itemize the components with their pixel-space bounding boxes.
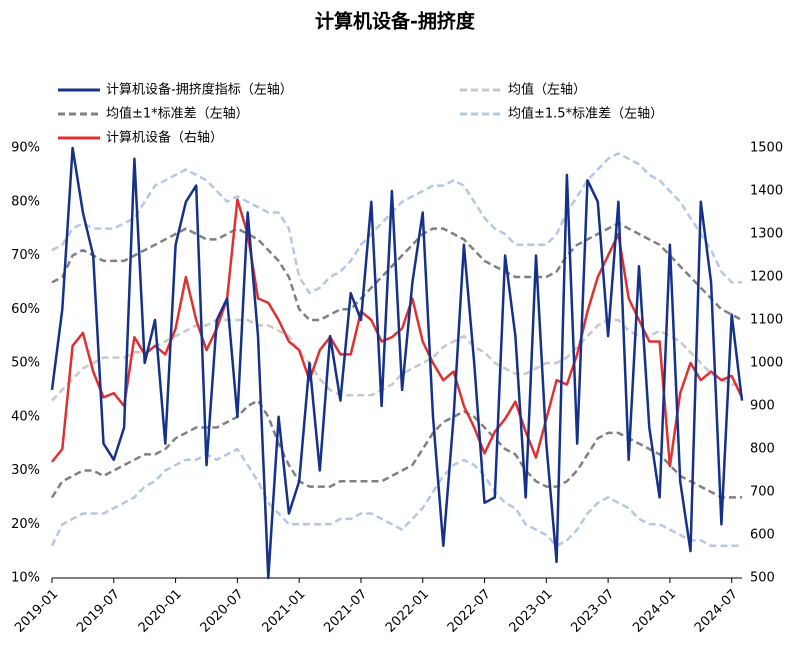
- x-tick-label: 2023-01: [507, 587, 556, 636]
- line: [51, 198, 744, 468]
- legend-label: 均值±1.5*标准差（左轴）: [508, 106, 663, 122]
- y2-tick-label: 1300: [750, 227, 783, 242]
- y2-tick-label: 1100: [750, 313, 783, 328]
- y2-tick-label: 600: [750, 528, 775, 543]
- y2-tick-label: 1500: [750, 141, 783, 156]
- y-tick-label: 90%: [11, 141, 40, 156]
- x-tick-label: 2024-07: [692, 587, 741, 636]
- line: [50, 399, 742, 499]
- legend-label: 均值（左轴）: [508, 82, 586, 98]
- legend-label: 计算机设备-拥挤度指标（左轴）: [106, 82, 293, 98]
- y-tick-label: 80%: [11, 194, 40, 209]
- x-tick-label: 2019-01: [12, 587, 61, 636]
- x-tick-label: 2022-07: [445, 587, 494, 636]
- y2-tick-label: 900: [750, 399, 775, 414]
- line: [50, 146, 744, 580]
- y-tick-label: 30%: [11, 463, 40, 478]
- y-tick-label: 70%: [11, 248, 40, 263]
- line: [51, 152, 742, 295]
- y2-tick-label: 1000: [750, 356, 783, 371]
- y2-tick-label: 1200: [750, 270, 783, 285]
- y-tick-label: 50%: [11, 356, 40, 371]
- y2-tick-label: 500: [750, 571, 775, 586]
- x-tick-label: 2024-01: [630, 587, 679, 636]
- line: [51, 318, 742, 402]
- line: [51, 222, 743, 322]
- x-tick-label: 2021-01: [259, 587, 308, 636]
- y-tick-label: 40%: [11, 409, 40, 424]
- chart-title: 计算机设备-拥挤度: [315, 10, 476, 33]
- y2-tick-label: 700: [750, 485, 775, 500]
- line: [50, 447, 742, 548]
- legend-label: 计算机设备（右轴）: [106, 130, 223, 146]
- y-tick-label: 60%: [11, 302, 40, 317]
- x-tick-label: 2020-07: [198, 587, 247, 636]
- x-tick-label: 2021-07: [321, 587, 370, 636]
- x-tick-label: 2019-07: [74, 587, 123, 636]
- y-tick-label: 10%: [11, 571, 40, 586]
- y2-tick-label: 800: [750, 442, 775, 457]
- x-tick-label: 2023-07: [568, 587, 617, 636]
- x-tick-label: 2022-01: [383, 587, 432, 636]
- legend-label: 均值±1*标准差（左轴）: [106, 106, 249, 122]
- x-tick-label: 2020-01: [136, 587, 185, 636]
- y2-tick-label: 1400: [750, 184, 783, 199]
- y-tick-label: 20%: [11, 517, 40, 532]
